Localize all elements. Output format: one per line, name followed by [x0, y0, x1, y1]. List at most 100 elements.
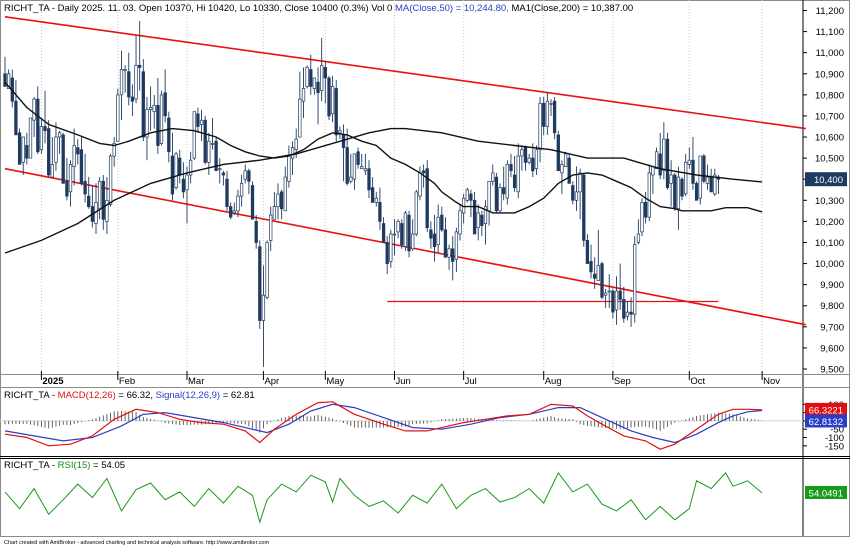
candle-body	[618, 290, 622, 300]
candle-body	[523, 147, 528, 163]
rsi-title-value: = 54.05	[90, 460, 125, 471]
candle-body	[487, 180, 491, 212]
candle-body	[349, 176, 353, 182]
candle-body	[43, 126, 47, 132]
candle-body	[538, 102, 542, 151]
macd-title-macd-value: = 66.32,	[116, 390, 156, 401]
candle-body	[334, 88, 338, 136]
candle-body	[520, 149, 524, 157]
candle-body	[414, 191, 418, 235]
macd-last-label: 66.3221	[809, 405, 843, 416]
candle-body	[567, 157, 571, 184]
candle-body	[170, 155, 175, 195]
candle-body	[374, 197, 378, 203]
price-tick-label: 9,700	[820, 322, 844, 333]
candle-body	[138, 64, 142, 68]
candle-body	[421, 170, 426, 174]
candle-body	[283, 176, 287, 212]
time-tick-label: Jun	[395, 376, 410, 387]
time-tick-label: Sep	[614, 376, 631, 387]
candle-body	[159, 94, 164, 144]
candle-body	[593, 273, 597, 279]
title-ohlc: Open 10370, Hi 10420, Lo 10330, Close 10…	[139, 3, 395, 14]
candle-body	[87, 195, 91, 207]
candle-body	[152, 105, 156, 113]
candle-body	[465, 189, 469, 201]
candle-body	[181, 178, 186, 193]
candlesticks	[3, 21, 721, 367]
candle-body	[148, 107, 153, 110]
time-tick-label: Mar	[188, 376, 204, 387]
candle-body	[3, 73, 7, 87]
candle-body	[552, 100, 557, 134]
ma50-line	[4, 81, 763, 214]
candle-body	[458, 210, 462, 235]
candle-body	[571, 185, 575, 201]
candle-body	[250, 185, 255, 220]
price-tick-label: 11,000	[816, 48, 844, 59]
candle-body	[654, 151, 659, 170]
candle-body	[76, 147, 80, 155]
macd-tick-label: -100	[825, 433, 844, 444]
candle-body	[713, 174, 717, 195]
candle-body	[469, 193, 473, 201]
time-tick-label: Apr	[264, 376, 279, 387]
candle-body	[534, 149, 539, 170]
candle-body	[229, 206, 233, 218]
channel-upper-line	[4, 16, 806, 130]
candle-body	[396, 221, 400, 233]
candle-body	[483, 206, 488, 224]
grid-lines	[40, 0, 763, 374]
price-tick-label: 9,800	[820, 301, 844, 312]
candle-body	[698, 155, 702, 199]
candle-body	[611, 290, 615, 313]
candle-body	[210, 143, 215, 145]
candle-body	[192, 111, 196, 159]
candle-body	[582, 174, 586, 241]
candle-body	[225, 178, 229, 207]
candle-body	[702, 155, 706, 182]
candle-body	[403, 212, 408, 247]
price-tick-label: 10,600	[815, 133, 844, 144]
candle-body	[196, 113, 200, 127]
candle-body	[101, 180, 105, 220]
title-prefix: - Daily 2025. 11. 03.	[49, 3, 139, 14]
candle-body	[108, 155, 113, 205]
candle-body	[301, 88, 306, 102]
candle-body	[156, 105, 160, 146]
candle-body	[691, 159, 695, 184]
candle-body	[6, 73, 11, 89]
candle-body	[79, 149, 84, 184]
candle-body	[345, 147, 349, 184]
candle-body	[505, 164, 509, 199]
candle-body	[327, 77, 331, 117]
rsi-title-rsi: RSI(15)	[58, 460, 91, 471]
candle-body	[236, 195, 240, 212]
candle-body	[199, 119, 204, 125]
candle-body	[294, 138, 298, 150]
candle-body	[141, 71, 145, 138]
candle-body	[218, 168, 222, 171]
price-tick-label: 10,300	[815, 196, 844, 207]
signal-line	[4, 403, 763, 444]
rsi-last-box	[805, 485, 847, 499]
time-tick-label: Feb	[119, 376, 135, 387]
candle-body	[316, 81, 320, 94]
price-tick-label: 10,800	[815, 90, 844, 101]
candle-body	[119, 69, 124, 96]
candle-body	[14, 100, 18, 136]
signal-last-box	[805, 414, 847, 428]
rsi-title: RICHT_TA - RSI(15) = 54.05	[4, 460, 125, 471]
candle-body	[352, 153, 357, 180]
candle-body	[68, 164, 73, 193]
candle-body	[531, 157, 535, 172]
macd-line	[4, 401, 763, 450]
candle-body	[330, 86, 335, 115]
candle-body	[145, 109, 149, 138]
candle-body	[636, 233, 641, 243]
candle-body	[509, 164, 513, 172]
candle-body	[363, 168, 368, 172]
candle-body	[633, 244, 637, 315]
candle-body	[188, 159, 193, 176]
